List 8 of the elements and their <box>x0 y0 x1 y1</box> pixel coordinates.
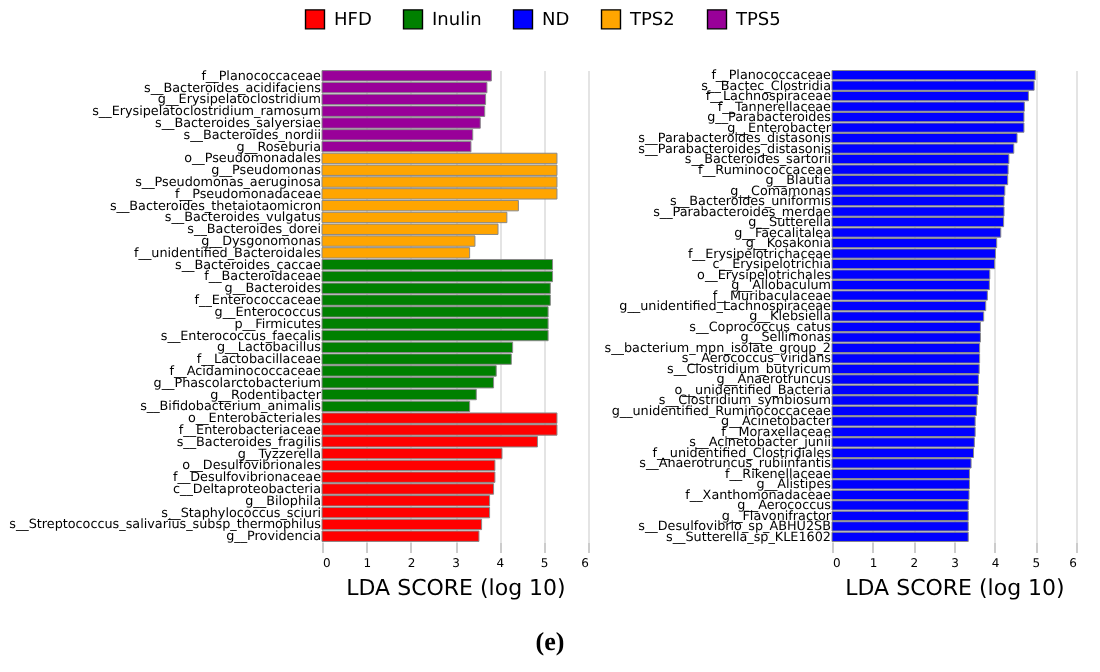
x-axis-title: LDA SCORE (log 10) <box>346 575 566 601</box>
text: ND <box>542 11 570 32</box>
x-axis-title: LDA SCORE (log 10) <box>845 575 1065 601</box>
legend-label: HFD <box>334 11 372 32</box>
text: (e) <box>533 626 567 658</box>
legend-label: Inulin <box>432 11 482 32</box>
legend-label: TPS2 <box>628 11 675 32</box>
legend-label: TPS5 <box>734 11 781 32</box>
